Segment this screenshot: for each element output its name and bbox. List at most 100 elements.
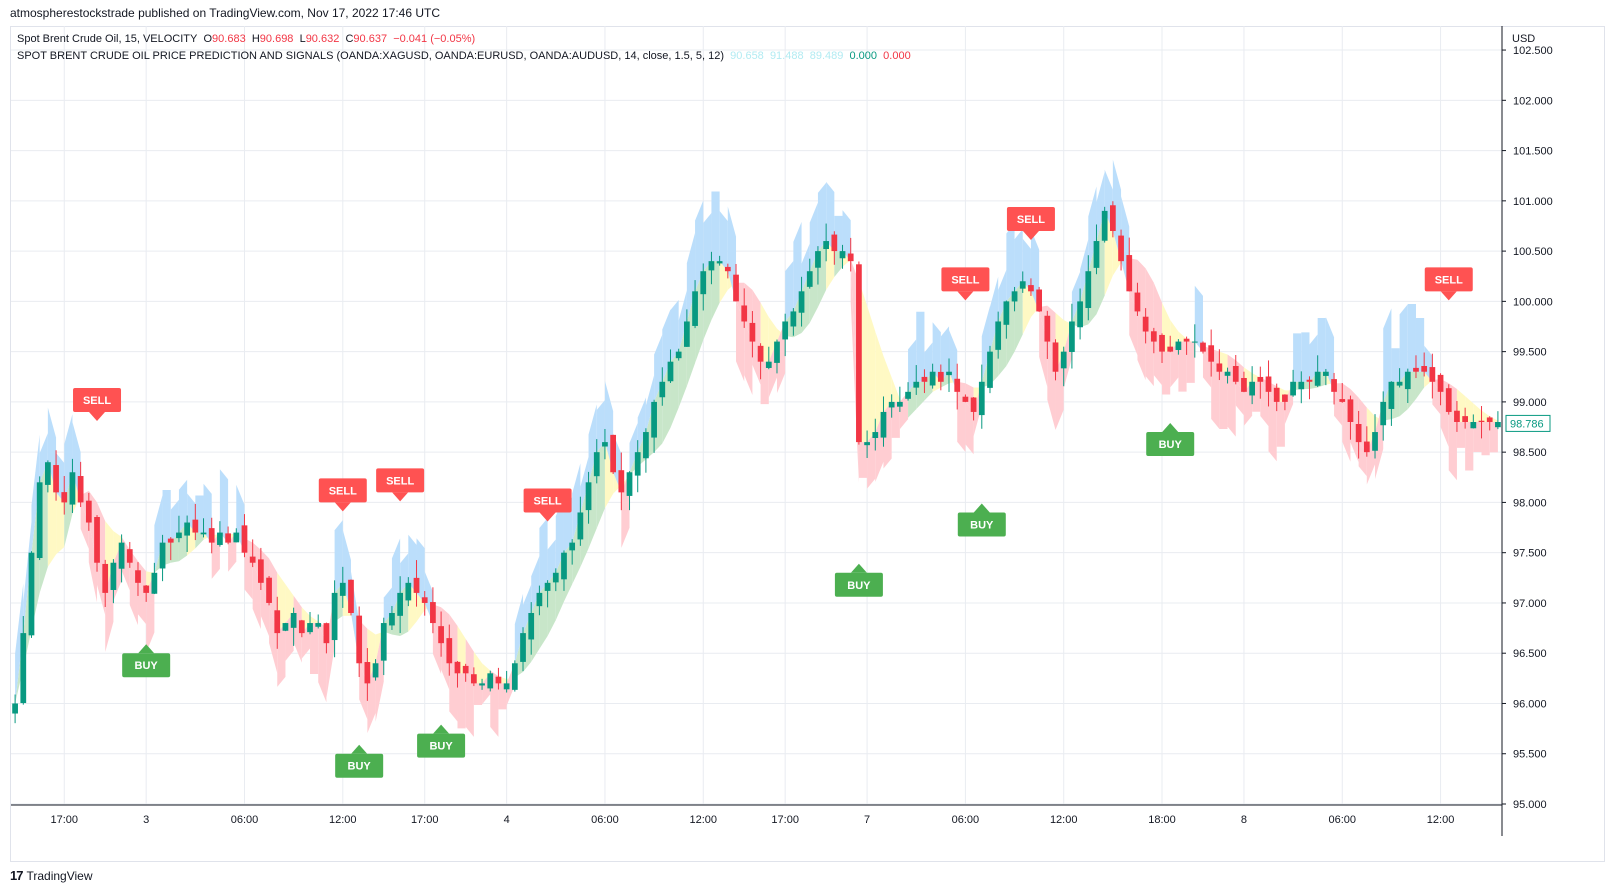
candle-body <box>1003 301 1010 325</box>
time-tick-label: 3 <box>143 814 149 826</box>
band-segment <box>604 442 614 509</box>
candle-body <box>1216 363 1223 372</box>
candle-body <box>978 381 985 416</box>
candle-body <box>208 528 215 543</box>
sell-signal-label: SELL <box>386 475 414 487</box>
band-segment <box>875 331 884 433</box>
candle-body <box>593 452 600 477</box>
candle-body <box>1167 346 1174 352</box>
sell-signal: SELL <box>318 478 367 512</box>
candle-body <box>397 592 404 616</box>
candle-body <box>790 311 797 327</box>
candle-body <box>495 676 502 684</box>
sell-signal-box <box>941 267 990 292</box>
sell-signal-label: SELL <box>1435 274 1463 286</box>
time-tick-label: 17:00 <box>771 814 799 826</box>
upper-zone-segment <box>916 311 925 382</box>
band-segment <box>940 371 950 388</box>
upper-zone-segment <box>1415 317 1425 372</box>
upper-zone-segment <box>1293 333 1302 382</box>
candle-body <box>1150 331 1157 342</box>
candle-body <box>102 563 109 593</box>
time-axis: 17:00 3 06:00 12:00 17:00 4 06:00 12:00 17:00 7 06… <box>11 804 1502 826</box>
candle-body <box>1011 291 1018 302</box>
candle-body <box>585 482 592 511</box>
sell-signal-pointer <box>89 411 106 421</box>
lower-zone-segment <box>1465 422 1474 471</box>
band-segment <box>1415 371 1425 400</box>
candle-body <box>438 626 444 644</box>
legend-symbol[interactable]: Spot Brent Crude Oil, 15, VELOCITY <box>17 33 198 45</box>
upper-zone-segment <box>1006 223 1015 302</box>
candle-body <box>864 442 870 446</box>
candle-body <box>372 663 379 678</box>
candle-body <box>94 517 100 563</box>
upper-zone-segment <box>932 322 941 382</box>
candle-body <box>1339 399 1346 402</box>
candle-body <box>1232 365 1239 382</box>
price-tick-label: 96.500 <box>1513 648 1547 660</box>
upper-zone-segment <box>629 422 638 473</box>
lower-zone-segment <box>1047 341 1056 430</box>
band-segment <box>482 663 491 684</box>
candle-body <box>544 582 551 591</box>
candle-body <box>610 434 617 473</box>
candle-body <box>995 321 1002 350</box>
lower-zone-segment <box>269 602 278 674</box>
legend-high-label: H <box>251 33 260 45</box>
candle-body <box>462 665 469 674</box>
candle-body <box>176 532 182 539</box>
lower-zone-segment <box>277 623 286 687</box>
upper-zone-segment <box>334 520 343 593</box>
time-tick-label: 7 <box>864 814 870 826</box>
buy-signal-label: BUY <box>348 761 372 773</box>
candle-body <box>618 470 625 493</box>
candle-body <box>249 556 256 563</box>
buy-signal-box <box>957 512 1006 537</box>
candle-body <box>1273 387 1280 402</box>
upper-zone-segment <box>1407 303 1416 372</box>
indicator-value-2: 91.488 <box>769 50 804 62</box>
sell-signal-box <box>1006 207 1055 231</box>
candle-body <box>880 411 887 438</box>
candle-body <box>1454 410 1460 422</box>
buy-signal-label: BUY <box>135 660 159 672</box>
time-tick-label: 06:00 <box>1328 814 1356 826</box>
lower-zone-segment <box>1473 422 1482 452</box>
candle-body <box>765 361 772 368</box>
candle-body <box>847 253 854 262</box>
lower-zone-segment <box>891 401 900 438</box>
indicator-value-5: 0.000 <box>883 50 911 62</box>
candle-body <box>241 525 248 553</box>
tradingview-logo[interactable]: 17 TradingView <box>10 868 93 883</box>
candle-body <box>962 396 969 402</box>
candle-body <box>110 562 117 590</box>
buy-signal-pointer <box>351 744 368 754</box>
candle-body <box>20 633 27 704</box>
sell-signal-box <box>318 478 367 503</box>
candle-body <box>823 241 830 250</box>
candle-body <box>1396 381 1403 386</box>
candle-body <box>667 361 674 382</box>
candle-body <box>1314 371 1321 386</box>
candle-body <box>856 264 862 443</box>
indicator-title[interactable]: SPOT BRENT CRUDE OIL PRICE PREDICTION AN… <box>17 50 725 62</box>
legend-high: 90.698 <box>259 33 294 45</box>
candle-body <box>987 351 993 388</box>
candle-body <box>413 577 420 593</box>
candle-body <box>1380 401 1387 426</box>
candle-body <box>200 532 207 535</box>
candle-body <box>774 341 780 363</box>
candle-body <box>937 371 944 382</box>
upper-zone-segment <box>826 181 835 252</box>
candle-body <box>552 572 559 583</box>
price-tick-label: 99.500 <box>1513 347 1547 359</box>
publish-note: atmospherestockstrade published on Tradi… <box>10 6 441 20</box>
sell-signal-pointer <box>957 291 974 301</box>
legend-low: 90.632 <box>305 33 340 45</box>
candle-body <box>888 401 895 408</box>
band-segment <box>539 582 548 649</box>
last-price-label: 98.786 <box>1510 418 1544 430</box>
upper-zone-segment <box>170 499 179 543</box>
